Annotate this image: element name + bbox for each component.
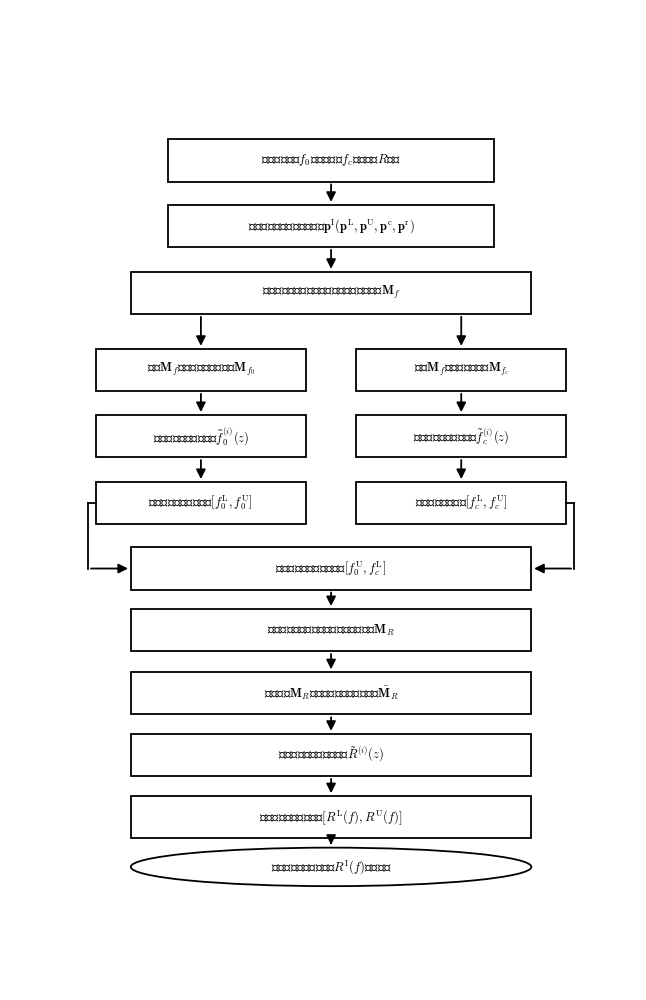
Ellipse shape bbox=[130, 848, 532, 886]
Text: 计算$\mathbf{M}_f$处基础特征频率矩阵$\mathbf{M}_{f_0}$: 计算$\mathbf{M}_f$处基础特征频率矩阵$\mathbf{M}_{f_… bbox=[147, 361, 255, 378]
Bar bbox=[130, 672, 532, 714]
Text: 计算$\mathbf{M}_f$处临界频率矩阵$\mathbf{M}_{f_c}$: 计算$\mathbf{M}_f$处临界频率矩阵$\mathbf{M}_{f_c}… bbox=[413, 361, 509, 378]
Bar bbox=[130, 796, 532, 838]
Text: 平板隔声性能区间界限$R^{\mathrm{I}}(f)$频响分布: 平板隔声性能区间界限$R^{\mathrm{I}}(f)$频响分布 bbox=[271, 858, 391, 876]
Bar bbox=[356, 415, 567, 457]
Bar bbox=[356, 482, 567, 524]
Text: 临界频率区间界限$\left[f_c^{\mathrm{L}},f_c^{\mathrm{U}}\right]$: 临界频率区间界限$\left[f_c^{\mathrm{L}},f_c^{\ma… bbox=[415, 494, 508, 512]
Text: 基础特征频率区间界限$\left[f_0^{\mathrm{L}},f_0^{\mathrm{U}}\right]$: 基础特征频率区间界限$\left[f_0^{\mathrm{L}},f_0^{\… bbox=[149, 494, 253, 512]
Text: 计算基础特征频率与临界频率的样本点矩阵$\mathbf{M}_f$: 计算基础特征频率与临界频率的样本点矩阵$\mathbf{M}_f$ bbox=[262, 284, 401, 301]
Text: 平板隔声量最佳平方逼近$\tilde{R}^{(i)}(z)$: 平板隔声量最佳平方逼近$\tilde{R}^{(i)}(z)$ bbox=[278, 745, 384, 764]
Bar bbox=[169, 205, 494, 247]
Text: 给定频率点处平板隔声量的样本点矩阵$\mathbf{M}_R$: 给定频率点处平板隔声量的样本点矩阵$\mathbf{M}_R$ bbox=[267, 623, 395, 638]
Text: 临界频率最佳平方逼近$\tilde{f}_c^{(i)}(z)$: 临界频率最佳平方逼近$\tilde{f}_c^{(i)}(z)$ bbox=[413, 426, 510, 446]
Bar bbox=[96, 482, 306, 524]
Bar bbox=[130, 272, 532, 314]
Bar bbox=[130, 609, 532, 651]
Text: 特征频率最佳平方逼近$\tilde{f}_0^{(i)}(z)$: 特征频率最佳平方逼近$\tilde{f}_0^{(i)}(z)$ bbox=[152, 425, 249, 447]
Text: 计算矩阵$\mathbf{M}_R$处平板隔声量样本点矩阵$\bar{\mathbf{M}}_R$: 计算矩阵$\mathbf{M}_R$处平板隔声量样本点矩阵$\bar{\math… bbox=[264, 685, 399, 702]
Text: 基础特征频率$f_0$、临界频率$f_c$、隔声量$R$建模: 基础特征频率$f_0$、临界频率$f_c$、隔声量$R$建模 bbox=[261, 152, 401, 168]
Bar bbox=[96, 349, 306, 391]
Text: 平板隔声量的区间界限$\left[R^{\mathrm{L}}(f),R^{\mathrm{U}}(f)\right]$: 平板隔声量的区间界限$\left[R^{\mathrm{L}}(f),R^{\m… bbox=[259, 808, 403, 827]
Text: 平板最佳隔声性能频率段$\left[f_0^{\mathrm{U}},f_c^{\mathrm{L}}\right]$: 平板最佳隔声性能频率段$\left[f_0^{\mathrm{U}},f_c^{… bbox=[275, 559, 387, 578]
Bar bbox=[169, 139, 494, 182]
Bar bbox=[96, 415, 306, 457]
Bar bbox=[356, 349, 567, 391]
Bar bbox=[130, 734, 532, 776]
Bar bbox=[130, 547, 532, 590]
Text: 不确定参数区间模型定量化$\mathbf{p}^{\mathrm{I}}(\mathbf{p}^{\mathrm{L}},\mathbf{p}^{\mathrm: 不确定参数区间模型定量化$\mathbf{p}^{\mathrm{I}}(\ma… bbox=[247, 217, 415, 235]
